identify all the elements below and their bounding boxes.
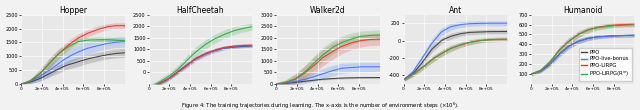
Title: HalfCheetah: HalfCheetah <box>177 6 224 15</box>
Title: Ant: Ant <box>449 6 462 15</box>
Title: Walker2d: Walker2d <box>310 6 346 15</box>
Title: Humanoid: Humanoid <box>563 6 602 15</box>
Text: Figure 4: The training trajectories during learning. The x-axis is the number of: Figure 4: The training trajectories duri… <box>180 101 460 110</box>
Title: Hopper: Hopper <box>59 6 87 15</box>
Legend: PPO, PPO-live-bonus, PPO-LIRPG, PPO-LIRPG(R$^{in}$): PPO, PPO-live-bonus, PPO-LIRPG, PPO-LIRP… <box>579 48 632 81</box>
